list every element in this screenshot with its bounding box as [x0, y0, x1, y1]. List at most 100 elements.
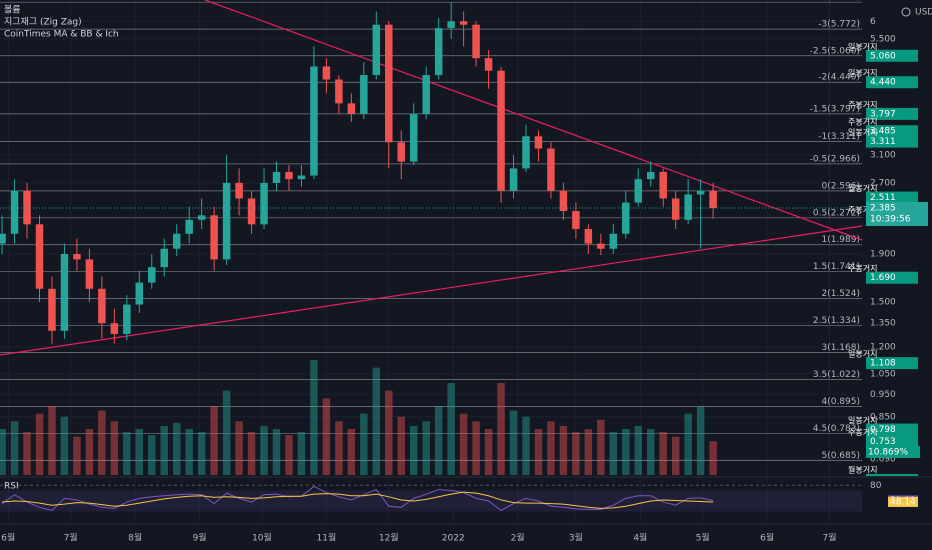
price-box [866, 435, 918, 448]
rsi-title: RSI [4, 482, 19, 492]
candle-body [559, 190, 568, 211]
candle-body [360, 75, 368, 114]
candle-body [459, 21, 468, 25]
candle-body [347, 103, 356, 114]
candle-body [23, 190, 31, 225]
candle-body [572, 210, 580, 229]
candle-body [197, 215, 206, 220]
volume-bar [60, 416, 69, 475]
price-box [866, 271, 918, 284]
y-tick-label: 2.700 [870, 178, 896, 188]
last-price-label: 2.385 [870, 203, 896, 213]
candle-body [522, 136, 530, 169]
price-box-label: 4.440 [870, 78, 896, 88]
candle-body [609, 233, 618, 249]
price-mark-name: 일봉거지 [848, 69, 877, 78]
price-axis: 6 5.500 3.100 2.700 1.900 1.500 1.350 1.200 1.05… [0, 17, 928, 465]
candle-body [497, 70, 505, 191]
price-mark-name: 주봉거지 [848, 205, 877, 214]
candles [0, 2, 717, 344]
last-price-box [866, 201, 928, 226]
volume-bar [434, 406, 443, 475]
price-box-label: 0.753 [870, 437, 896, 447]
volume-bar [172, 422, 181, 475]
volume-bar [422, 421, 430, 475]
y-tick-label: 1.900 [870, 250, 896, 260]
candle-body [385, 24, 393, 143]
fib-label: 0.5(2.272) [813, 208, 860, 218]
price-box-label: 1.108 [870, 359, 896, 369]
volume-bar [385, 390, 393, 475]
volume-bar [684, 413, 692, 475]
fib-label: 1.5(1.741) [813, 262, 860, 272]
price-box-label: 3.797 [870, 109, 896, 119]
candle-body [534, 136, 543, 149]
volume-bar [484, 429, 493, 475]
volume-bar [185, 429, 193, 475]
volume-bar [547, 421, 555, 475]
volume-bar [73, 436, 81, 475]
price-box-label: 1.690 [870, 273, 896, 283]
candle-body [60, 254, 69, 331]
price-box-label: 2.511 [870, 193, 896, 203]
rsi-tick-label: 80 [870, 481, 882, 491]
y-tick-label: 1.350 [870, 319, 896, 329]
x-tick-label: 6월 [1, 532, 15, 544]
candle-body [484, 58, 493, 71]
volume-bar [85, 429, 94, 475]
candle-body [584, 228, 593, 244]
volume-bar [10, 421, 19, 475]
fib-label: 3.5(1.022) [813, 370, 860, 380]
fib-label: -2(4.440) [818, 73, 860, 83]
volume-bar [297, 432, 306, 475]
x-tick-label: 6월 [760, 532, 774, 544]
price-mark-name: 주봉거지 [848, 428, 877, 437]
volume-label: 10.869% [868, 448, 908, 458]
volume-bar [622, 429, 630, 475]
volume-bar [522, 416, 530, 475]
candle-body [110, 323, 119, 334]
candle-body [35, 224, 44, 289]
candle-body [372, 24, 381, 76]
y-tick-label: 0.850 [870, 412, 896, 422]
candle-body [696, 190, 705, 195]
volume-bar [335, 421, 343, 475]
volume-bar [197, 432, 206, 475]
rsi-ma-line-value: 48.14 [890, 497, 916, 507]
bottom-mark-bar [866, 474, 918, 476]
volume-bar [110, 421, 119, 475]
fib-label: -2.5(5.060) [810, 46, 860, 56]
volume-bar [135, 429, 144, 475]
price-mark-name: 주봉거지 [848, 118, 877, 127]
candle-body [10, 190, 19, 234]
volume-bar [634, 425, 642, 475]
y-tick-label: 0.950 [870, 390, 896, 400]
candle-body [646, 171, 655, 180]
volume-bar [98, 410, 106, 475]
volume-bar [210, 406, 218, 475]
fib-label: 2(1.524) [821, 289, 860, 299]
x-tick-label: 9월 [193, 532, 207, 544]
candle-body [73, 254, 81, 260]
fib-label: -3(5.772) [818, 20, 860, 30]
candle-body [447, 21, 455, 29]
support-trendline [0, 225, 863, 356]
candle-body [247, 198, 256, 225]
fib-label: 5(0.685) [821, 451, 860, 461]
candle-body [160, 248, 168, 268]
countdown: 10:39:56 [870, 214, 911, 224]
x-tick-label: 4월 [633, 532, 647, 544]
x-tick-label: 7월 [64, 532, 78, 544]
candle-body [148, 267, 156, 283]
x-tick-label: 3월 [569, 532, 583, 544]
volume-bar [347, 429, 356, 475]
candle-body [85, 259, 94, 289]
settings-icon[interactable] [901, 7, 911, 17]
volume-bar [260, 425, 268, 475]
candle-body [0, 233, 6, 244]
candle-body [547, 148, 555, 191]
candle-body [135, 282, 144, 305]
volume-bar [0, 429, 6, 475]
x-tick-label: 2022 [442, 534, 465, 544]
volume-bar [696, 406, 705, 475]
